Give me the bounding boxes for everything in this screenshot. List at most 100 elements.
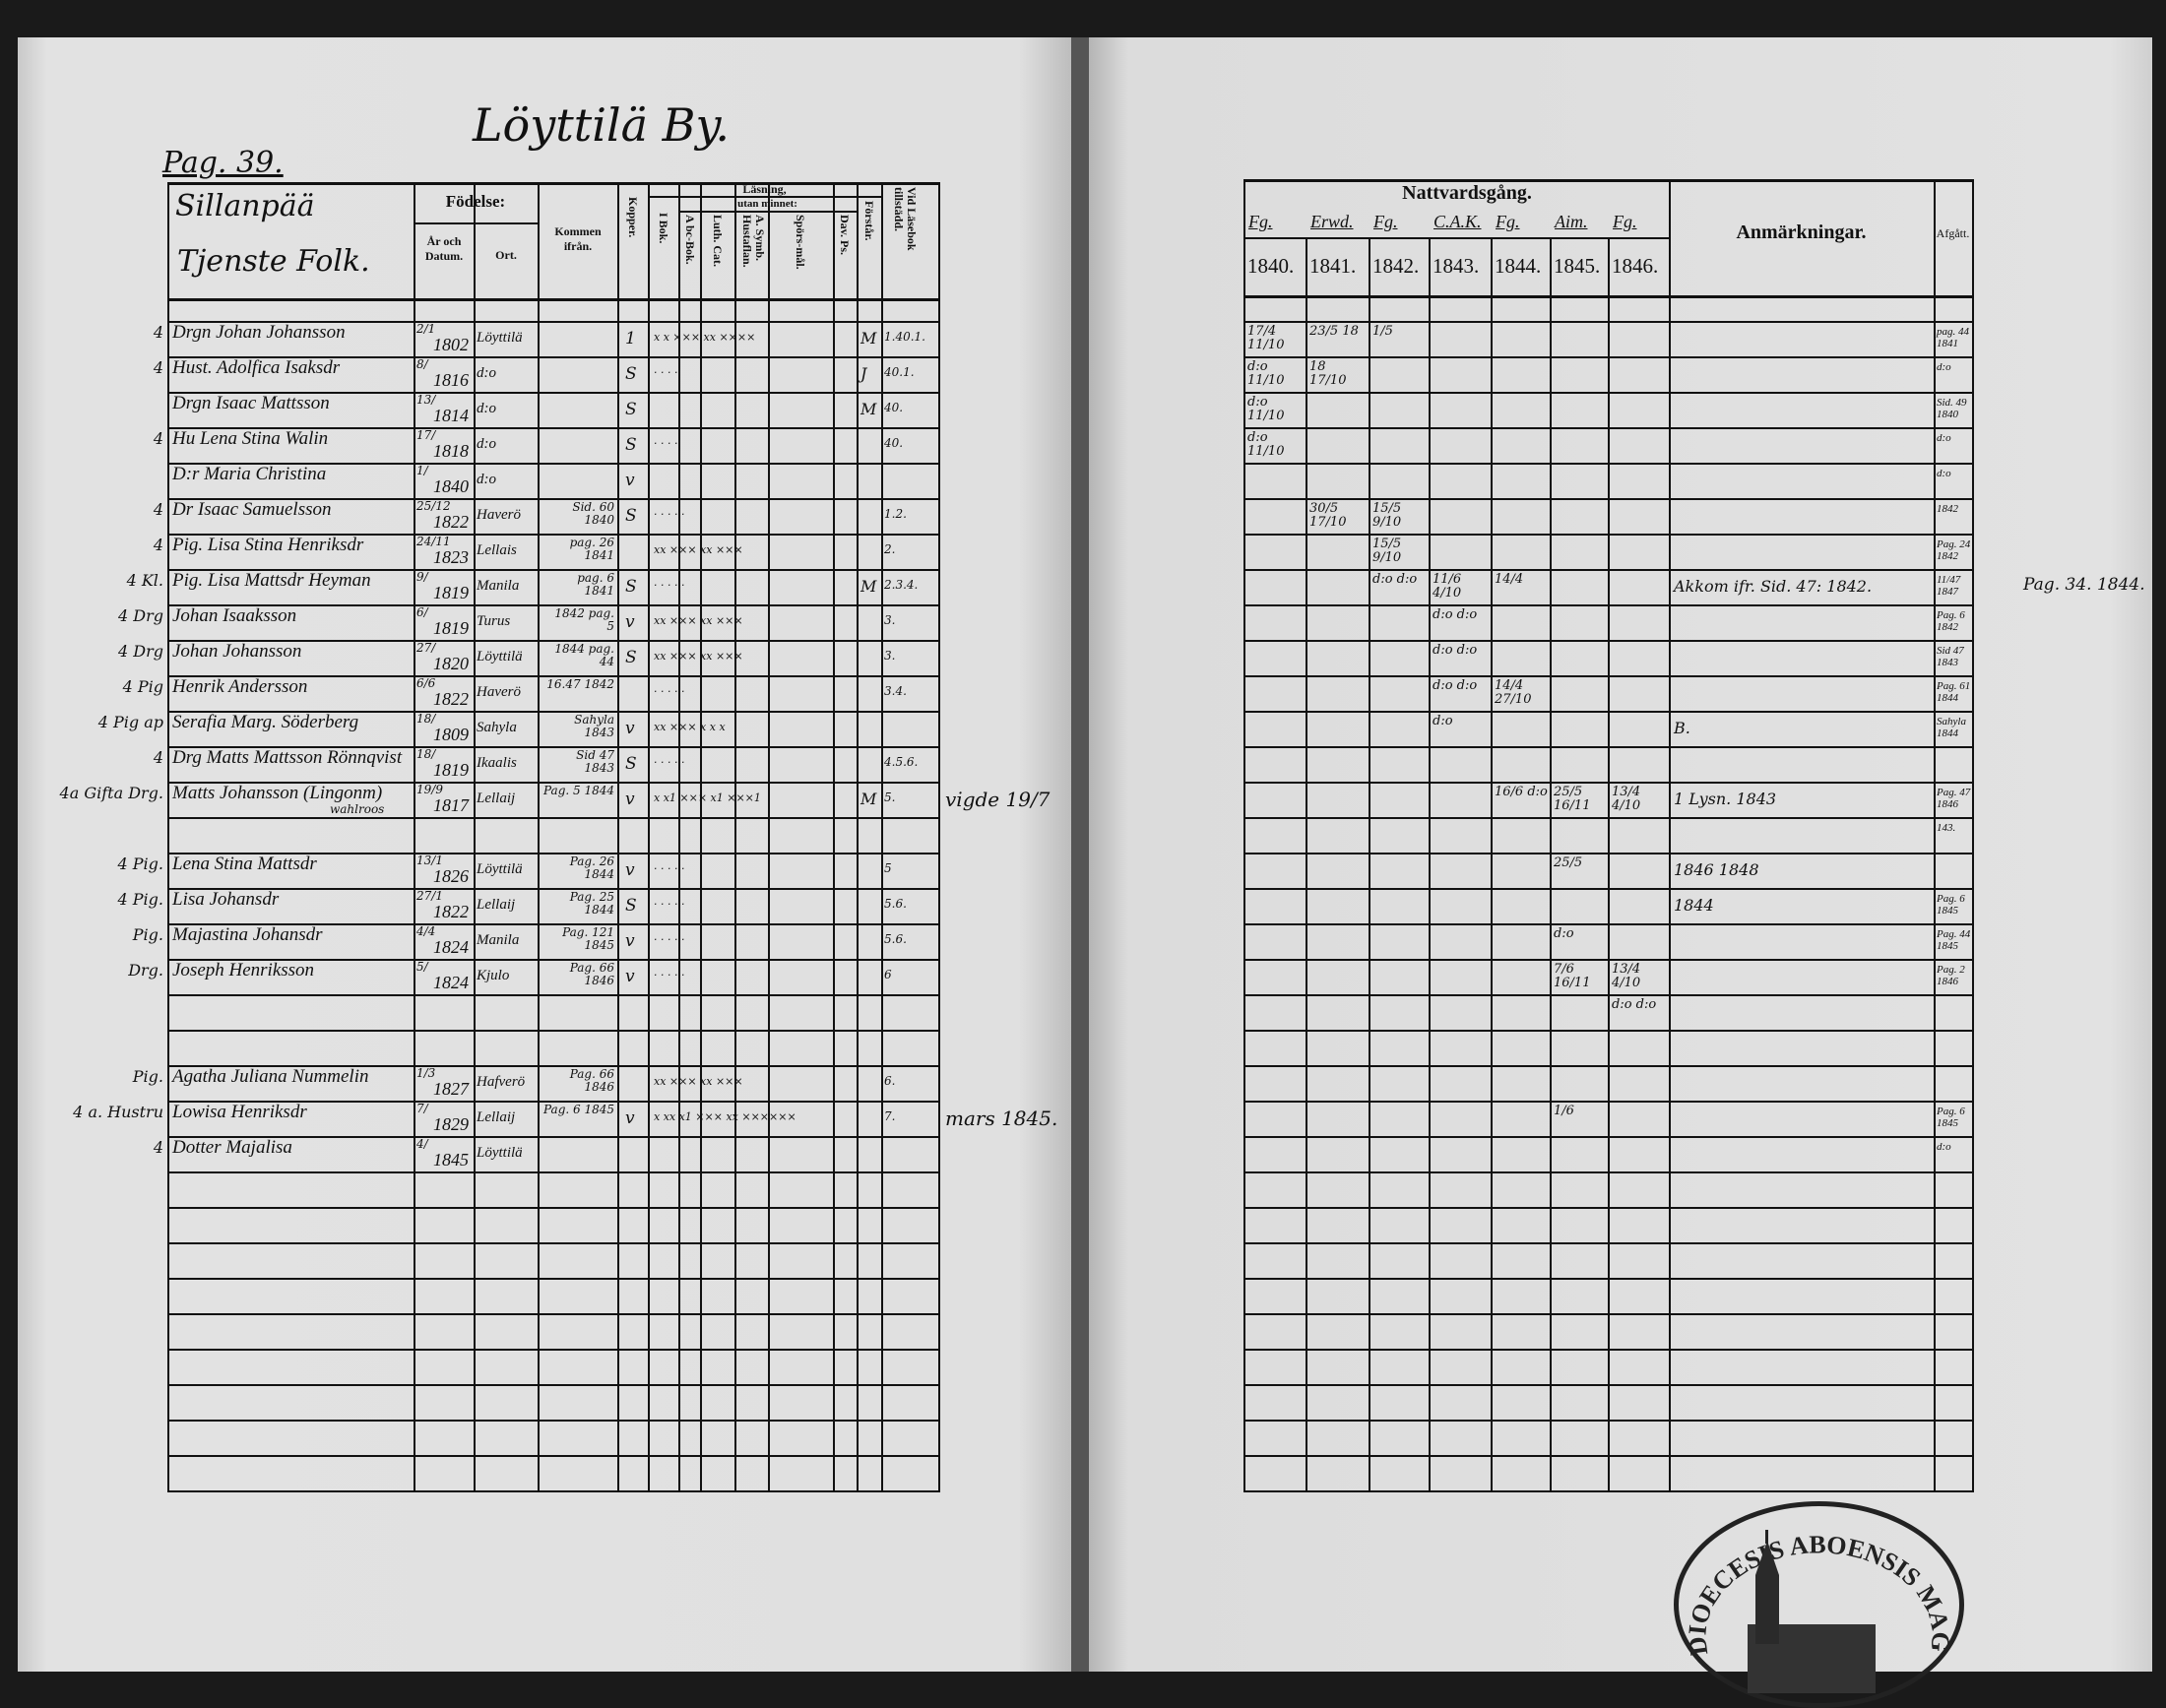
birth-year: 1814 [433, 406, 469, 425]
remark: 1846 1848 [1674, 860, 1759, 879]
departed-note: 143. [1937, 822, 1956, 834]
person-name: Henrik Andersson [172, 676, 308, 697]
came-from: 1842 pag. 5 [554, 606, 614, 633]
departed-note: Sid. 49 1840 [1937, 397, 1967, 420]
reading-marks: xx ××× xx ××× [654, 1075, 743, 1088]
header-vid-lasebok: Vid Läsebok tillstädd. [892, 187, 919, 251]
reading-marks: · · · · · [654, 933, 685, 946]
departed-note: Pag. 6 1842 [1937, 609, 1965, 633]
birth-place: Löyttilä [477, 1145, 523, 1161]
margin-note: 4 [153, 429, 163, 448]
year-header-1841: 1841. [1309, 254, 1357, 278]
birth-year: 1820 [433, 654, 469, 673]
communion-date-1846: 13/4 4/10 [1612, 962, 1641, 990]
section-title-line2: Tjenste Folk. [177, 244, 370, 279]
birth-place: Löyttilä [477, 649, 523, 664]
vid-lasebok-value: 5.6. [884, 897, 907, 911]
remark: B. [1674, 719, 1690, 737]
person-name: Pig. Lisa Stina Henriksdr [172, 535, 364, 555]
communion-date-1841: 30/5 17/10 [1309, 501, 1347, 530]
header-fodelse: Födelse: [445, 192, 506, 211]
departed-note: Pag. 24 1842 [1937, 538, 1971, 562]
communion-date-1842: d:o d:o [1372, 572, 1418, 587]
header-ort: Ort. [495, 248, 517, 262]
row-line [167, 321, 940, 323]
birth-year: 1819 [433, 618, 469, 638]
person-name: Matts Johansson (Lingonm) [172, 783, 383, 803]
birth-year: 1822 [433, 689, 469, 709]
gutter-note: vigde 19/7 [945, 788, 1051, 811]
came-from: Pag. 66 1846 [569, 961, 614, 987]
row-line [167, 1171, 940, 1173]
birth-year: 1816 [433, 370, 469, 390]
header-lasning: Läsning, [742, 182, 787, 196]
margin-note: 4 [153, 358, 163, 377]
communion-date-1841: 23/5 18 [1309, 324, 1359, 339]
row-line [167, 888, 940, 890]
communion-date-1841: 18 17/10 [1309, 359, 1347, 388]
row-line [167, 427, 940, 429]
row-line [167, 782, 940, 784]
vid-lasebok-value: 1.2. [884, 507, 907, 521]
person-name: Drgn Johan Johansson [172, 322, 346, 343]
birth-day: 27/ [416, 641, 436, 655]
kopper-mark: S [625, 364, 637, 384]
came-from: 1844 pag. 44 [554, 642, 614, 668]
birth-place: Lellaij [477, 1109, 516, 1125]
margin-note: 4 [153, 323, 163, 342]
column-line [768, 182, 770, 1490]
birth-place: d:o [477, 365, 496, 381]
reading-marks: x xx x1 ××× xx ×××××× [654, 1110, 796, 1123]
birth-place: Löyttilä [477, 330, 523, 346]
row-line [167, 356, 940, 358]
kopper-mark: S [625, 577, 637, 597]
communion-date-1844: 16/6 d:o [1495, 785, 1548, 799]
row-line [167, 1384, 940, 1386]
row-line [167, 711, 940, 713]
person-name: Lena Stina Mattsdr [172, 854, 317, 874]
departed-note: 1842 [1937, 503, 1958, 515]
kopper-mark: v [625, 1108, 635, 1128]
row-line [167, 994, 940, 996]
reading-marks: x x1 ××× x1 ×××1 [654, 791, 761, 804]
birth-day: 19/9 [416, 783, 443, 796]
column-line [734, 182, 736, 1490]
communion-date-1842: 15/5 9/10 [1372, 537, 1402, 565]
reading-marks: x x ××× xx ×××× [654, 331, 756, 344]
birth-year: 1817 [433, 795, 469, 815]
birth-place: Ikaalis [477, 755, 517, 771]
departed-note: Pag. 61 1844 [1937, 680, 1971, 704]
birth-day: 4/4 [416, 924, 436, 938]
row-line [167, 817, 940, 819]
column-line [1306, 237, 1307, 1490]
forstar-mark: M [860, 577, 877, 596]
departed-note: d:o [1937, 468, 1951, 479]
birth-year: 1809 [433, 725, 469, 744]
person-name: Lisa Johansdr [172, 889, 280, 910]
came-from: Pag. 25 1844 [569, 890, 614, 917]
vid-lasebok-value: 7. [884, 1109, 896, 1123]
lasning-subline [648, 196, 881, 198]
column-line [1429, 237, 1431, 1490]
row-line [167, 746, 940, 748]
row-line [167, 569, 940, 571]
birth-year: 1840 [433, 476, 469, 496]
birth-place: Kjulo [477, 968, 510, 983]
header-nattvardsgang: Nattvardsgång. [1402, 182, 1532, 204]
margin-note: 4 [153, 536, 163, 554]
communion-date-1845: 7/6 16/11 [1554, 962, 1591, 990]
year-header-1840: 1840. [1247, 254, 1295, 278]
birth-place: Manila [477, 932, 520, 948]
row-line [167, 1313, 940, 1315]
column-line [648, 182, 650, 1490]
came-from: pag. 26 1841 [569, 536, 614, 562]
person-name: Serafia Marg. Söderberg [172, 712, 359, 732]
column-line [938, 182, 940, 1490]
departed-note: Pag. 47 1846 [1937, 787, 1971, 810]
fodelse-subline [414, 222, 538, 224]
birth-year: 1819 [433, 583, 469, 602]
communion-date-1842: 15/5 9/10 [1372, 501, 1402, 530]
reading-marks: · · · · · [654, 756, 685, 769]
header-luth-cat: Luth. Cat. [711, 215, 725, 268]
margin-note: 4 a. Hustru [73, 1103, 163, 1121]
